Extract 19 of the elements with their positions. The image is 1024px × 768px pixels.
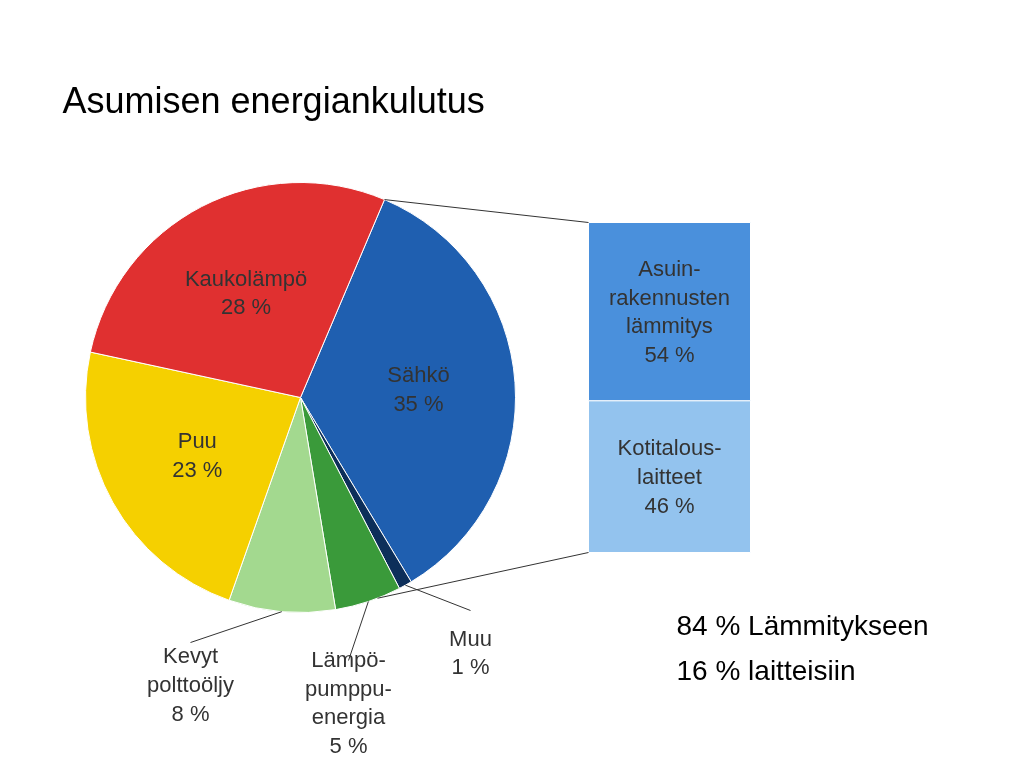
text: 84 % Lämmitykseen [676, 610, 929, 641]
slice-label: Puu [177, 428, 217, 454]
series-label: Asuin- rakennusten lämmitys [608, 255, 731, 339]
slice-label: Sähkö [387, 362, 450, 388]
text: 16 % laitteisiin [676, 655, 856, 686]
data-label: 28 % [221, 294, 272, 320]
slice-label: Lämpö- pumppu- energia [305, 646, 392, 730]
data-label: 46 % [644, 492, 695, 518]
data-label: 1 % [451, 654, 490, 680]
data-label: 8 % [171, 700, 210, 726]
slice-label: Kevyt polttoöljy [147, 643, 234, 697]
data-label: 5 % [329, 733, 368, 759]
series-label: Kotitalous- laitteet [617, 435, 722, 490]
data-label: 54 % [644, 342, 695, 368]
data-label: 23 % [172, 457, 223, 483]
slice-label: Muu [449, 625, 492, 651]
slice-label: Kaukolämpö [184, 265, 308, 291]
chart-title: Asumisen energiankulutus [62, 80, 485, 121]
data-label: 35 % [393, 391, 444, 417]
